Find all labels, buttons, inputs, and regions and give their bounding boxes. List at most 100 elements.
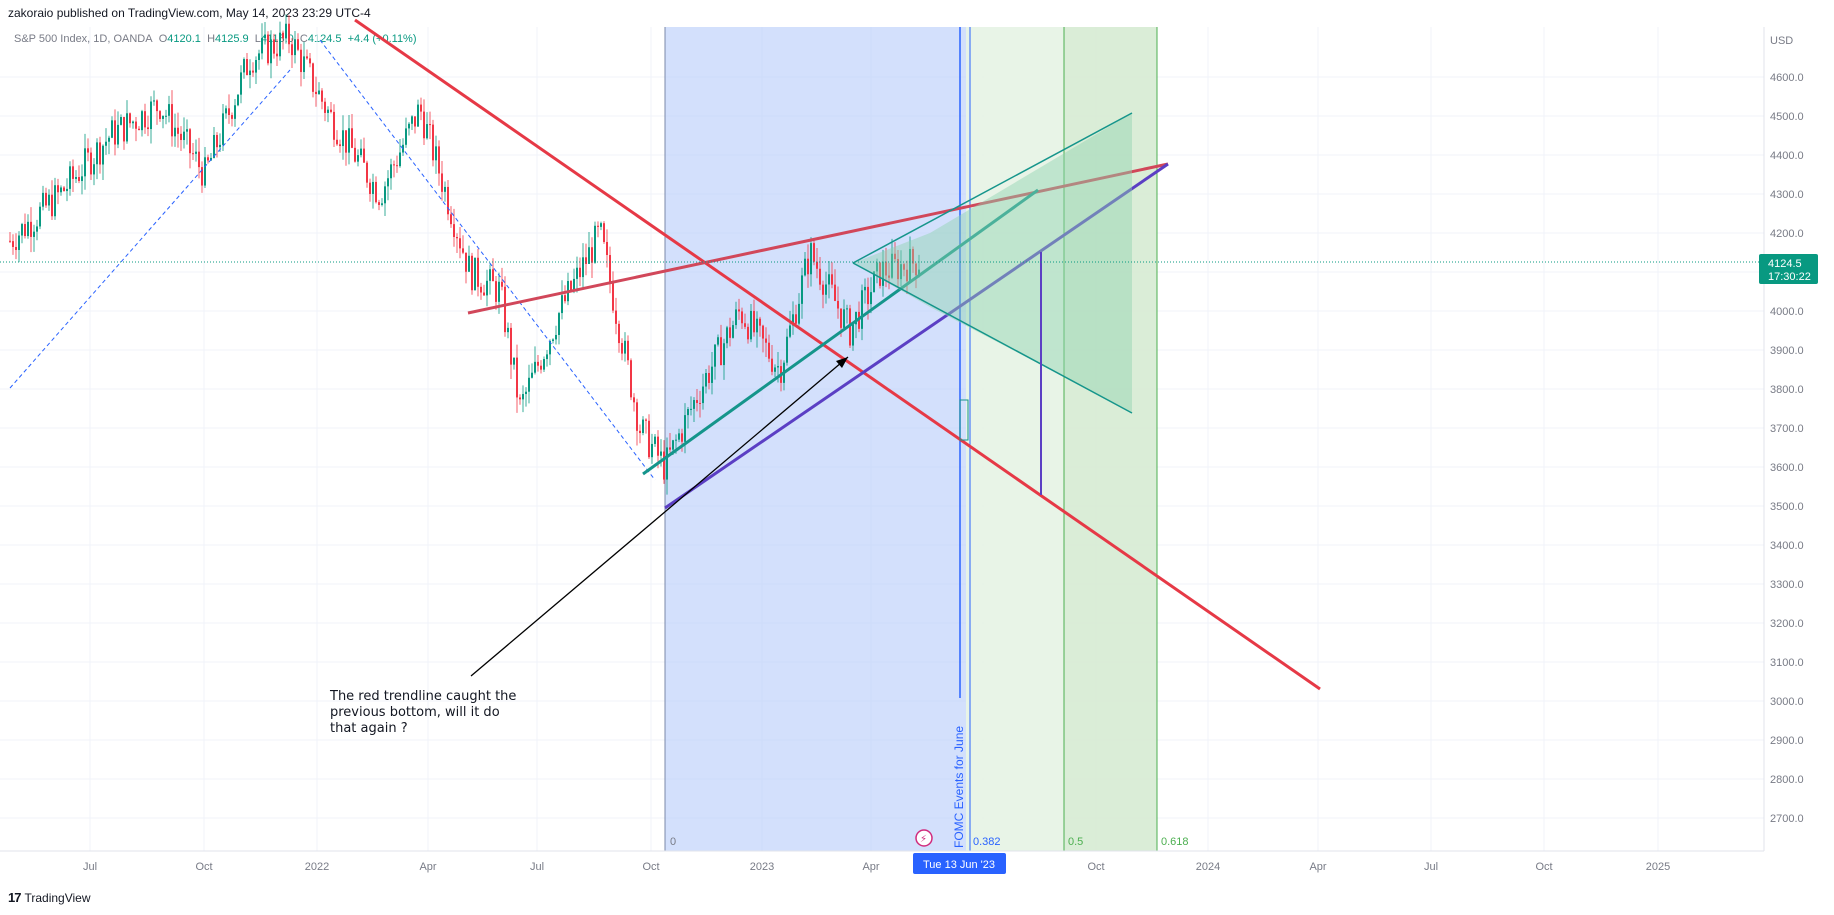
x-tick-2: 2022 [305, 861, 329, 873]
candle-body [789, 325, 791, 337]
y-tick-3400: 3400.0 [1770, 540, 1804, 552]
candle-body [222, 113, 224, 145]
symbol-legend: S&P 500 Index, 1D, OANDA O4120.1 H4125.9… [14, 33, 417, 45]
y-tick-4200: 4200.0 [1770, 228, 1804, 240]
candle-body [33, 231, 35, 237]
triangle-projection-fill [853, 113, 1132, 412]
candle-body [21, 224, 23, 236]
candle-body [708, 373, 710, 383]
candle-body [429, 124, 431, 126]
candle-body [147, 127, 149, 130]
candle-body [390, 164, 392, 179]
candle-body [327, 109, 329, 113]
candle-body [591, 247, 593, 263]
triangle-upper-line [852, 112, 1133, 264]
y-tick-4600: 4600.0 [1770, 72, 1804, 84]
candle-body [714, 344, 716, 367]
candle-body [843, 309, 845, 328]
candle-body [150, 101, 152, 130]
candle-body [705, 373, 707, 387]
candle-body [522, 394, 524, 400]
event-icon[interactable] [915, 829, 933, 847]
candle-body [432, 124, 434, 161]
candle-body [471, 255, 473, 291]
candle-body [528, 377, 530, 392]
candle-body [156, 100, 158, 112]
candle-body [816, 261, 818, 269]
candle-body [453, 224, 455, 238]
candle-body [627, 340, 629, 361]
candle-body [249, 70, 251, 76]
y-tick-3100: 3100.0 [1770, 657, 1804, 669]
candle-body [618, 323, 620, 344]
candle-body [447, 186, 449, 215]
candle-body [231, 115, 233, 119]
candle-body [738, 309, 740, 312]
candle-body [822, 284, 824, 295]
candle-body [171, 104, 173, 137]
candle-body [636, 402, 638, 431]
candle-body [99, 142, 101, 165]
candle-body [378, 202, 380, 205]
purple-support-line [664, 162, 1169, 510]
last-price-value: 4124.5 [1768, 258, 1802, 270]
candle-body [915, 263, 917, 276]
candle-body [864, 286, 866, 291]
candle-body [633, 397, 635, 403]
candle-body [879, 262, 881, 286]
candle-body [117, 124, 119, 145]
candle-body [840, 308, 842, 328]
candle-body [114, 120, 116, 145]
candle-body [363, 148, 365, 163]
tradingview-logo-icon: 17 [8, 890, 22, 905]
candle-body [702, 386, 704, 404]
candle-body [288, 23, 290, 45]
candle-body [525, 391, 527, 395]
candle-body [846, 308, 848, 310]
candle-body [513, 357, 515, 365]
candle-body [255, 60, 257, 73]
candle-body [141, 111, 143, 131]
candle-body [39, 206, 41, 227]
candle-body [384, 186, 386, 204]
candle-body [282, 32, 284, 39]
candle-body [306, 56, 308, 59]
annotation-line-1: The red trendline caught the [329, 689, 516, 704]
candle-body [807, 258, 809, 275]
candle-body [588, 247, 590, 264]
candle-body [438, 146, 440, 174]
candle-body [96, 142, 98, 165]
candle-body [747, 326, 749, 340]
candle-body [336, 139, 338, 145]
candle-body [648, 420, 650, 458]
candle-body [375, 181, 377, 203]
candle-body [825, 284, 827, 295]
candle-body [612, 282, 614, 311]
candle-body [120, 117, 122, 125]
candle-body [531, 372, 533, 378]
candle-body [897, 259, 899, 280]
candle-body [546, 354, 548, 360]
candle-body [93, 164, 95, 175]
candle-body [342, 130, 344, 147]
candle-body [270, 39, 272, 64]
candle-body [198, 151, 200, 168]
candle-body [237, 94, 239, 106]
candle-body [594, 225, 596, 263]
candle-body [201, 167, 203, 186]
candle-body [60, 187, 62, 193]
candle-body [24, 224, 26, 237]
candle-body [165, 115, 167, 117]
price-axis[interactable]: 2700.0 2800.0 2900.0 3000.0 3100.0 3200.0 3300… [1770, 72, 1804, 825]
candle-body [246, 59, 248, 76]
y-tick-4500: 4500.0 [1770, 111, 1804, 123]
candle-body [15, 246, 17, 250]
candle-body [726, 327, 728, 344]
candle-body [81, 176, 83, 182]
time-axis[interactable]: JulOct2022AprJulOct2023AprJulOct2024AprJ… [83, 861, 1670, 873]
candle-body [777, 366, 779, 368]
candle-body [519, 397, 521, 400]
candle-body [753, 310, 755, 333]
candle-body [666, 447, 668, 480]
